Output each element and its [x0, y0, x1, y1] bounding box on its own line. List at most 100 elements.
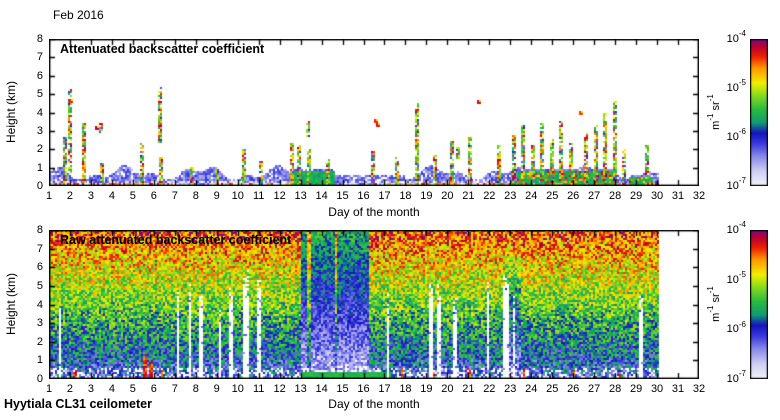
y-tick-label: 4	[36, 298, 43, 311]
x-tick-label: 13	[294, 190, 307, 202]
date-label: Feb 2016	[53, 8, 104, 22]
x-tick-label: 16	[357, 383, 370, 395]
x-tick-label: 27	[588, 383, 601, 395]
x-tick-label: 29	[629, 190, 643, 202]
y-tick-label: 6	[36, 261, 43, 274]
x-tick-label: 2	[66, 383, 74, 395]
y-tick-label: 7	[36, 51, 43, 64]
xaxis-label-bottom: Day of the month	[328, 397, 420, 411]
x-tick-label: 14	[315, 383, 328, 395]
x-tick-label: 31	[671, 383, 685, 395]
x-tick-label: 4	[108, 383, 115, 395]
x-tick-label: 18	[399, 190, 412, 202]
x-tick-label: 10	[231, 383, 244, 395]
x-tick-label: 24	[525, 190, 538, 202]
x-tick-label: 22	[483, 383, 496, 395]
x-tick-label: 21	[462, 190, 475, 202]
colorbar-tick-label: 10-5	[726, 270, 746, 286]
x-tick-label: 26	[567, 383, 580, 395]
panel-title-attenuated: Attenuated backscatter coefficient	[60, 42, 265, 56]
y-tick-label: 8	[36, 33, 43, 45]
x-tick-label: 12	[273, 190, 286, 202]
colorbar-tick-label: 10-4	[726, 220, 746, 236]
x-tick-label: 25	[546, 190, 559, 202]
x-tick-label: 10	[231, 190, 244, 202]
y-tick-label: 5	[36, 279, 43, 292]
colorbar-tick-label: 10-5	[726, 78, 746, 94]
x-tick-label: 24	[525, 383, 538, 395]
x-tick-label: 17	[378, 383, 391, 395]
colorbar-unit-bottom: m-1 sr-1	[706, 286, 722, 322]
colorbar-tick-label: 10-4	[726, 29, 746, 45]
y-tick-label: 7	[36, 242, 43, 255]
x-tick-label: 13	[294, 383, 307, 395]
heatmap-canvas-raw	[49, 230, 699, 379]
x-tick-label: 15	[336, 383, 349, 395]
x-tick-label: 6	[150, 383, 157, 395]
x-tick-label: 5	[129, 190, 136, 202]
x-tick-label: 11	[252, 383, 265, 395]
y-tick-label: 2	[36, 143, 43, 156]
x-tick-label: 29	[629, 383, 643, 395]
colorbar-tick-label: 10-7	[726, 176, 746, 192]
x-tick-label: 30	[650, 190, 664, 202]
y-tick-label: 5	[36, 88, 43, 101]
x-tick-label: 15	[336, 190, 349, 202]
x-tick-label: 1	[45, 190, 53, 202]
x-tick-label: 17	[378, 190, 391, 202]
colorbar-bottom	[750, 230, 768, 379]
y-tick-label: 2	[36, 335, 43, 348]
x-tick-label: 22	[483, 190, 496, 202]
colorbar-tick-label: 10-6	[726, 319, 746, 336]
x-tick-label: 5	[129, 383, 136, 395]
x-tick-label: 11	[252, 190, 265, 202]
x-tick-label: 30	[650, 383, 664, 395]
y-tick-label: 8	[36, 224, 43, 236]
y-tick-label: 0	[36, 373, 43, 385]
yaxis-label-top: Height (km)	[4, 80, 18, 144]
x-tick-label: 4	[108, 190, 115, 202]
colorbar-tick-label: 10-6	[726, 127, 746, 143]
x-tick-label: 26	[567, 190, 580, 202]
footer-label: Hyytiala CL31 ceilometer	[4, 397, 152, 411]
x-tick-label: 14	[315, 190, 328, 202]
x-tick-label: 7	[171, 190, 178, 202]
x-tick-label: 8	[192, 190, 199, 202]
x-tick-label: 20	[441, 190, 454, 202]
y-tick-label: 1	[36, 354, 43, 367]
x-tick-label: 19	[420, 190, 433, 202]
x-tick-label: 1	[45, 383, 53, 395]
y-tick-label: 3	[36, 124, 43, 137]
x-tick-label: 8	[192, 383, 199, 395]
x-tick-label: 18	[399, 383, 412, 395]
yaxis-label-bottom: Height (km)	[4, 272, 18, 336]
x-tick-label: 16	[357, 190, 370, 202]
x-tick-label: 25	[546, 383, 559, 395]
x-tick-label: 20	[441, 383, 454, 395]
x-tick-label: 27	[588, 190, 601, 202]
x-tick-label: 2	[66, 190, 74, 202]
x-tick-label: 6	[150, 190, 157, 202]
colorbar-tick-label: 10-7	[726, 369, 746, 385]
x-tick-label: 3	[87, 383, 94, 395]
x-tick-label: 23	[504, 190, 517, 202]
y-tick-label: 3	[36, 317, 43, 330]
y-tick-label: 1	[36, 161, 43, 174]
x-tick-label: 28	[609, 190, 622, 202]
x-tick-label: 3	[87, 190, 94, 202]
x-tick-label: 28	[609, 383, 622, 395]
colorbar-unit-top: m-1 sr-1	[706, 94, 722, 130]
colorbar-top	[750, 39, 768, 186]
x-tick-label: 12	[273, 383, 286, 395]
x-tick-label: 21	[462, 383, 475, 395]
y-tick-label: 6	[36, 69, 43, 82]
y-tick-label: 0	[36, 180, 43, 192]
y-tick-label: 4	[36, 106, 43, 119]
heatmap-canvas-attenuated	[49, 39, 699, 186]
x-tick-label: 9	[213, 383, 220, 395]
x-tick-label: 9	[213, 190, 220, 202]
x-tick-label: 23	[504, 383, 517, 395]
x-tick-label: 32	[692, 383, 706, 395]
x-tick-label: 31	[671, 190, 685, 202]
